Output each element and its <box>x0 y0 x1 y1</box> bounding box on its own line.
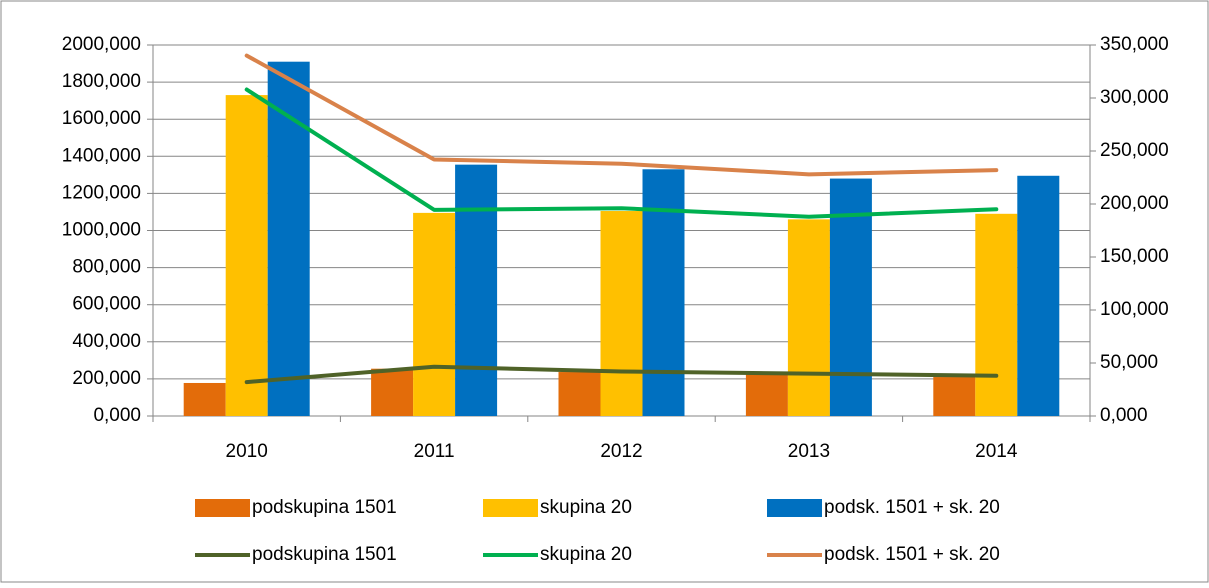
legend-label: skupina 20 <box>540 497 632 518</box>
y2-tick-label: 100,000 <box>1100 299 1169 320</box>
y-tick-label: 1200,000 <box>62 182 141 203</box>
y2-tick-label: 300,000 <box>1100 87 1169 108</box>
line <box>244 53 999 177</box>
bar <box>787 219 830 416</box>
legend-swatch <box>195 499 250 517</box>
y-tick-label: 800,000 <box>72 257 141 278</box>
y-tick-label: 1400,000 <box>62 145 141 166</box>
bar <box>558 372 601 416</box>
x-tick-label: 2014 <box>975 441 1018 462</box>
x-tick-label: 2011 <box>414 441 455 462</box>
y-tick-label: 600,000 <box>72 294 141 315</box>
y2-tick-label: 0,000 <box>1100 405 1148 426</box>
bar <box>642 169 685 416</box>
bar <box>745 374 788 416</box>
bar <box>975 213 1018 416</box>
bar <box>413 212 456 416</box>
bar <box>371 368 414 416</box>
y-tick-label: 200,000 <box>72 368 141 389</box>
bar <box>829 178 872 416</box>
bar <box>933 377 976 416</box>
y-tick-label: 1000,000 <box>62 220 141 241</box>
y2-tick-label: 200,000 <box>1100 193 1169 214</box>
legend-label: podsk. 1501 + sk. 20 <box>824 544 1000 565</box>
line <box>244 87 999 219</box>
legend-swatch <box>767 499 822 517</box>
y2-tick-label: 350,000 <box>1100 34 1169 55</box>
y2-tick-label: 250,000 <box>1100 140 1169 161</box>
y-tick-label: 0,000 <box>93 405 141 426</box>
bar <box>183 382 226 416</box>
line <box>244 364 999 385</box>
bar <box>455 164 498 416</box>
legend-label: podsk. 1501 + sk. 20 <box>824 497 1000 518</box>
bar <box>267 61 310 416</box>
y-tick-label: 400,000 <box>72 331 141 352</box>
legend-label: podskupina 1501 <box>252 544 397 565</box>
bar <box>600 211 643 416</box>
legend-label: skupina 20 <box>540 544 632 565</box>
legend-label: podskupina 1501 <box>252 497 397 518</box>
x-tick-label: 2010 <box>226 441 268 462</box>
y2-tick-label: 150,000 <box>1100 246 1169 267</box>
x-tick-label: 2013 <box>788 441 830 462</box>
y2-tick-label: 50,000 <box>1100 352 1158 373</box>
legend-swatch <box>483 499 538 517</box>
bar <box>1017 175 1060 416</box>
x-tick-label: 2012 <box>600 441 642 462</box>
bar <box>225 95 268 417</box>
y-tick-label: 1800,000 <box>62 71 141 92</box>
y-tick-label: 1600,000 <box>62 108 141 129</box>
y-tick-label: 2000,000 <box>62 34 141 55</box>
